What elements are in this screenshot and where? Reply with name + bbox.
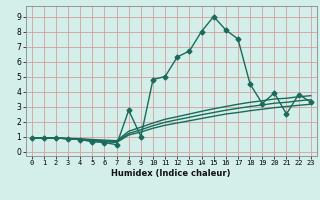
X-axis label: Humidex (Indice chaleur): Humidex (Indice chaleur) xyxy=(111,169,231,178)
